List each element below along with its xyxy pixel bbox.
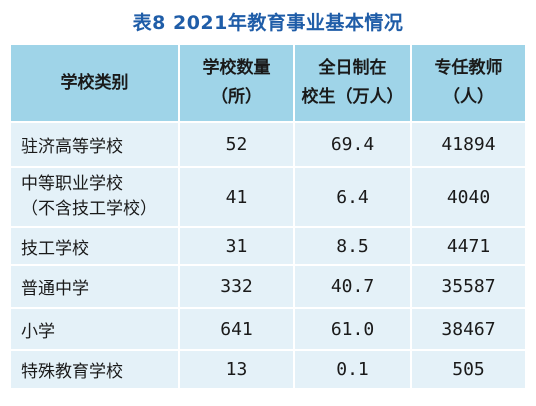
- education-stats-table: 学校类别 学校数量 （所） 全日制在 校生（万人） 专任教师 （人） 驻济高等学…: [11, 45, 525, 390]
- table-row: 特殊教育学校 13 0.1 505: [11, 350, 525, 390]
- student-count-cell: 6.4: [294, 167, 412, 228]
- category-cell: 普通中学: [11, 265, 180, 309]
- teacher-count-cell: 4471: [411, 227, 525, 266]
- header-category: 学校类别: [11, 45, 180, 123]
- header-fulltime-teachers: 专任教师 （人）: [411, 45, 525, 123]
- table-row: 小学 641 61.0 38467: [11, 308, 525, 351]
- student-count-cell: 0.1: [294, 350, 412, 390]
- school-count-cell: 52: [179, 122, 295, 168]
- teacher-count-cell: 505: [411, 350, 525, 390]
- category-cell: 技工学校: [11, 227, 180, 266]
- student-count-cell: 40.7: [294, 265, 412, 309]
- table-title: 表8 2021年教育事业基本情况: [132, 12, 404, 34]
- school-count-cell: 332: [179, 265, 295, 309]
- table-row: 普通中学 332 40.7 35587: [11, 265, 525, 309]
- category-cell: 小学: [11, 308, 180, 351]
- school-count-cell: 641: [179, 308, 295, 351]
- table-row: 技工学校 31 8.5 4471: [11, 227, 525, 266]
- school-count-cell: 31: [179, 227, 295, 266]
- header-row: 学校类别 学校数量 （所） 全日制在 校生（万人） 专任教师 （人）: [11, 45, 525, 123]
- student-count-cell: 61.0: [294, 308, 412, 351]
- school-count-cell: 13: [179, 350, 295, 390]
- teacher-count-cell: 41894: [411, 122, 525, 168]
- teacher-count-cell: 35587: [411, 265, 525, 309]
- teacher-count-cell: 38467: [411, 308, 525, 351]
- school-count-cell: 41: [179, 167, 295, 228]
- student-count-cell: 69.4: [294, 122, 412, 168]
- header-school-count: 学校数量 （所）: [179, 45, 295, 123]
- category-cell: 驻济高等学校: [11, 122, 180, 168]
- header-fulltime-students: 全日制在 校生（万人）: [294, 45, 412, 123]
- teacher-count-cell: 4040: [411, 167, 525, 228]
- category-cell: 中等职业学校 （不含技工学校）: [11, 167, 180, 228]
- category-cell: 特殊教育学校: [11, 350, 180, 390]
- table-row: 驻济高等学校 52 69.4 41894: [11, 122, 525, 168]
- student-count-cell: 8.5: [294, 227, 412, 266]
- table-row: 中等职业学校 （不含技工学校） 41 6.4 4040: [11, 167, 525, 228]
